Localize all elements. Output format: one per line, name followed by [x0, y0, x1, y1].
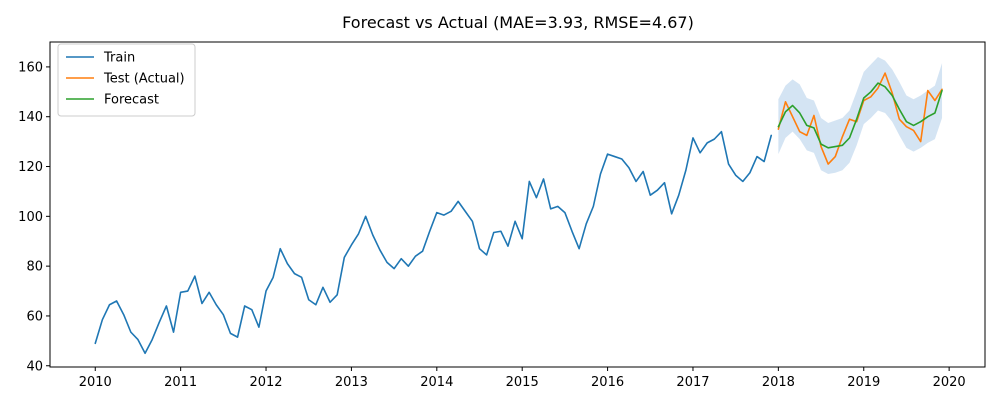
x-tick-label: 2011	[164, 375, 197, 390]
series-layer	[94, 72, 943, 355]
series-line-train	[94, 130, 773, 355]
legend: Train Test (Actual) Forecast	[57, 43, 196, 117]
x-tick-label: 2017	[676, 375, 709, 390]
confidence-band	[778, 56, 943, 174]
series-line-forecast	[777, 82, 943, 149]
x-tick-label: 2020	[933, 375, 966, 390]
x-tick-label: 2019	[847, 375, 880, 390]
x-tick-label: 2013	[335, 375, 368, 390]
ticks-layer: 2010 2011 2012 2013 2014 2015 2016 2017 2018 2019…	[18, 60, 966, 390]
legend-label-forecast: Forecast	[104, 93, 159, 108]
x-tick-label: 2015	[506, 375, 539, 390]
y-tick-label: 140	[18, 110, 43, 125]
y-tick-label: 80	[26, 260, 43, 275]
y-tick-label: 100	[18, 210, 43, 225]
x-tick-label: 2010	[79, 375, 112, 390]
chart-title: Forecast vs Actual (MAE=3.93, RMSE=4.67)	[342, 13, 694, 32]
legend-label-test: Test (Actual)	[103, 72, 185, 87]
y-tick-label: 160	[18, 60, 43, 75]
confidence-band-layer	[778, 56, 943, 174]
x-tick-label: 2012	[249, 375, 282, 390]
y-tick-label: 120	[18, 160, 43, 175]
x-tick-label: 2014	[420, 375, 453, 390]
axes-layer	[49, 41, 986, 368]
x-tick-label: 2018	[762, 375, 795, 390]
legend-label-train: Train	[103, 51, 135, 66]
legend-box	[57, 43, 196, 117]
plot-frame	[49, 41, 986, 368]
y-tick-label: 60	[26, 309, 43, 324]
y-tick-label: 40	[26, 359, 43, 374]
x-tick-label: 2016	[591, 375, 624, 390]
